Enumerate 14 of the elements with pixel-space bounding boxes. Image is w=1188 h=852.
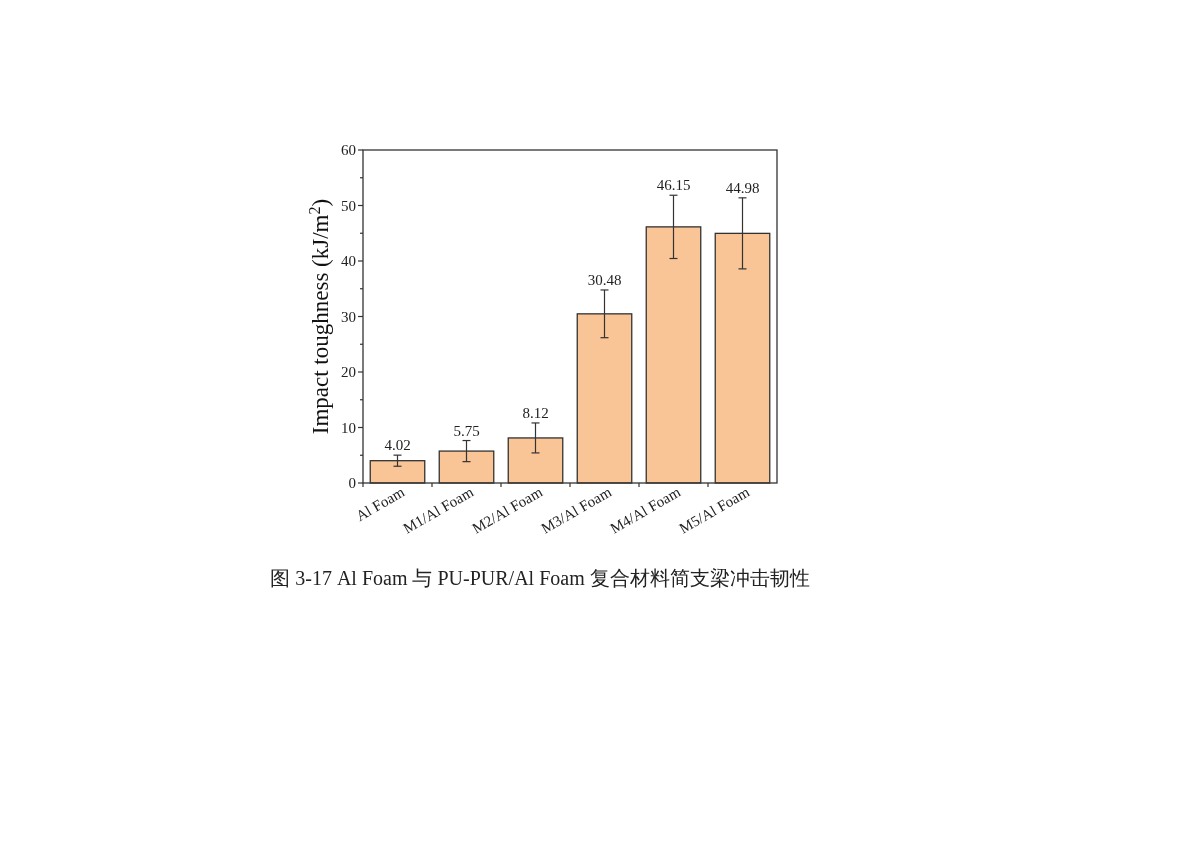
data-label: 30.48 xyxy=(587,271,622,288)
y-tick-label: 50 xyxy=(341,197,356,214)
data-label: 5.75 xyxy=(453,422,480,439)
y-tick-label: 10 xyxy=(341,419,356,436)
data-label: 4.02 xyxy=(384,437,411,454)
y-tick-label: 60 xyxy=(341,142,356,158)
data-label: 8.12 xyxy=(522,404,549,421)
y-tick-label: 30 xyxy=(341,308,356,325)
y-tick-label: 40 xyxy=(341,253,356,269)
y-tick-label: 20 xyxy=(341,364,356,380)
data-label: 46.15 xyxy=(656,177,691,194)
data-label: 44.98 xyxy=(725,179,760,196)
caption: 图 3-17 Al Foam 与 PU-PUR/Al Foam 复合材料简支梁冲击韧性 xyxy=(270,567,810,589)
y-tick-label: 0 xyxy=(348,475,356,491)
